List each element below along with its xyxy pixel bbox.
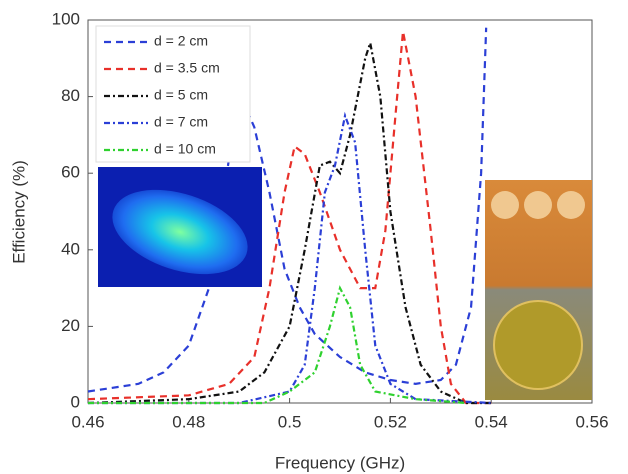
x-tick-label: 0.54 bbox=[475, 412, 508, 431]
photo-disk bbox=[557, 191, 585, 219]
photo-disk bbox=[524, 191, 552, 219]
legend-label: d = 5 cm bbox=[154, 87, 208, 103]
x-axis-label: Frequency (GHz) bbox=[275, 453, 405, 472]
photo-disk bbox=[491, 191, 519, 219]
x-tick-label: 0.5 bbox=[278, 412, 302, 431]
photo-ring bbox=[494, 301, 582, 389]
x-tick-label: 0.52 bbox=[374, 412, 407, 431]
x-tick-label: 0.56 bbox=[575, 412, 608, 431]
x-tick-label: 0.46 bbox=[71, 412, 104, 431]
y-tick-label: 100 bbox=[52, 9, 80, 28]
y-tick-label: 20 bbox=[61, 316, 80, 335]
left-inset bbox=[98, 167, 262, 290]
right-inset bbox=[485, 180, 592, 400]
chart: Frequency (GHz) Efficiency (%) 0 20 40 60 80… bbox=[0, 0, 628, 474]
y-tick-label: 60 bbox=[61, 163, 80, 182]
series-line bbox=[88, 288, 466, 403]
legend-label: d = 2 cm bbox=[154, 33, 208, 49]
y-tick-label: 0 bbox=[71, 392, 80, 411]
y-axis-label: Efficiency (%) bbox=[9, 160, 28, 264]
legend-label: d = 3.5 cm bbox=[154, 60, 220, 76]
y-tick-label: 80 bbox=[61, 86, 80, 105]
x-tick-label: 0.48 bbox=[172, 412, 205, 431]
legend: d = 2 cm d = 3.5 cm d = 5 cm d = 7 cm d = 10… bbox=[96, 26, 250, 162]
y-tick-label: 40 bbox=[61, 239, 80, 258]
legend-label: d = 7 cm bbox=[154, 114, 208, 130]
legend-label: d = 10 cm bbox=[154, 141, 216, 157]
